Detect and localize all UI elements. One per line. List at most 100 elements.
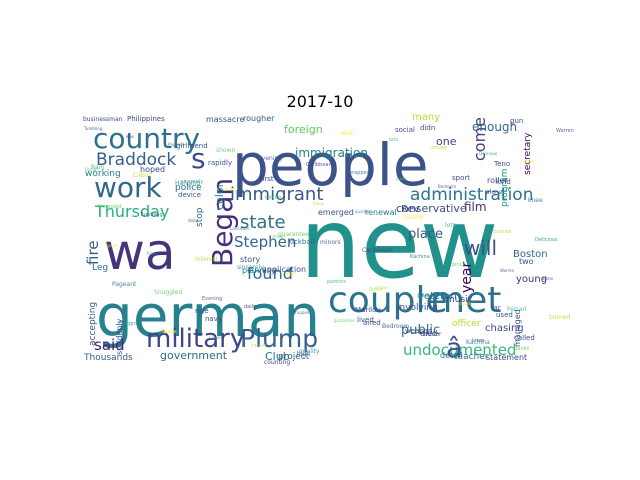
word-28: public	[401, 323, 440, 338]
word-72: social	[395, 126, 415, 134]
tiny-word: lots	[389, 137, 398, 143]
word-33: film	[464, 200, 487, 214]
tiny-word: Ferrari	[85, 167, 98, 172]
word-56: stop	[195, 207, 205, 227]
word-39: Boston	[513, 249, 548, 260]
word-62: application	[262, 265, 306, 274]
word-34: government	[160, 349, 228, 362]
word-25: year	[459, 262, 475, 293]
tiny-word: wrapped	[348, 170, 370, 176]
tiny-word: knee	[472, 338, 484, 344]
tiny-word: smoke	[431, 145, 447, 151]
word-11: Began	[206, 178, 239, 267]
word-46: music	[446, 295, 473, 305]
tiny-word: Ferrari	[507, 306, 527, 313]
tiny-word: quality	[355, 209, 369, 214]
word-42: one	[436, 135, 457, 148]
tiny-word: Delicious	[479, 151, 497, 156]
word-16: Thursday	[94, 202, 169, 221]
tiny-word: Hanging	[175, 180, 200, 187]
word-61: planning	[242, 266, 277, 275]
tiny-word: Spade	[105, 243, 118, 248]
word-44: Leg	[92, 263, 108, 273]
tiny-word: Circles	[265, 195, 282, 201]
word-31: enough	[472, 120, 517, 134]
word-89: weapon	[405, 327, 432, 335]
figure-title: 2017-10	[286, 92, 354, 111]
word-13: administration	[410, 185, 533, 205]
tiny-word: Warren	[556, 128, 574, 134]
tiny-word: Bedroom	[438, 184, 456, 189]
word-80: first	[260, 175, 274, 183]
tiny-word: guarantee	[334, 318, 355, 323]
tiny-word: Caribbean	[306, 162, 332, 168]
tiny-word: lots	[445, 222, 456, 229]
word-10: Plump	[240, 324, 318, 353]
word-65: detail	[440, 351, 462, 360]
word-83: navy	[205, 315, 222, 323]
tiny-word: Pageant	[112, 281, 137, 288]
tiny-word: burned	[549, 314, 570, 321]
tiny-word: Rain	[91, 164, 104, 171]
word-35: Club	[265, 350, 290, 363]
word-14: immigrant	[230, 184, 323, 205]
tiny-word: alone	[542, 276, 554, 281]
tiny-word: Snuggled	[98, 204, 122, 210]
word-5: couple	[328, 280, 448, 321]
word-12: s	[191, 142, 206, 175]
word-6: met	[430, 280, 501, 321]
tiny-word: minor	[424, 331, 442, 338]
tiny-word: unity	[223, 187, 236, 193]
word-37: program	[500, 169, 510, 207]
word-26: come	[470, 117, 489, 161]
tiny-word: parents	[327, 279, 346, 285]
tiny-word: Tumbling	[83, 126, 103, 131]
tiny-word: Circles	[209, 335, 222, 340]
word-22: will	[464, 236, 497, 260]
word-74: Philippines	[127, 115, 165, 123]
tiny-word: alone	[486, 189, 503, 196]
word-52: teacher	[454, 352, 489, 362]
tiny-word: shown	[272, 234, 285, 239]
word-40: veteran	[418, 291, 457, 302]
word-79: rapidly	[208, 159, 232, 167]
word-53: Thousands	[83, 353, 133, 363]
word-38: secretary	[523, 132, 533, 175]
tiny-word: pinch	[396, 176, 407, 181]
word-27: place	[408, 227, 443, 242]
word-68: managed	[513, 309, 522, 347]
word-48: chasing	[485, 323, 524, 334]
word-43: Rev	[401, 204, 420, 215]
tiny-word: wish	[285, 271, 296, 277]
tiny-word: quality	[299, 348, 320, 355]
word-17: state	[240, 212, 286, 233]
tiny-word: burned	[493, 229, 511, 235]
tiny-word: sincerely	[181, 179, 203, 185]
word-92: gun	[510, 117, 523, 125]
word-19: found	[247, 264, 293, 283]
word-30: foreign	[284, 123, 323, 136]
word-84: rule	[195, 307, 209, 315]
word-70: massacre	[206, 115, 244, 124]
tiny-word: Frozen	[521, 159, 535, 164]
tiny-word: sincerely	[237, 264, 264, 271]
tiny-word: Snuggled	[154, 289, 182, 296]
tiny-word: Bedroom	[382, 323, 409, 330]
word-18: Stephen	[234, 233, 296, 251]
tiny-word: smoke	[375, 285, 389, 290]
tiny-word: wrapped	[292, 310, 310, 315]
tiny-word: pinch	[452, 262, 466, 268]
tiny-word: Interest	[251, 343, 267, 348]
word-32: color	[213, 182, 226, 210]
tiny-word: Banks	[514, 346, 530, 352]
tiny-word: Rain	[147, 251, 156, 256]
tiny-word: Caribbean	[362, 247, 393, 254]
word-55: police	[175, 183, 202, 193]
word-4: german	[96, 282, 320, 350]
word-75: roller	[487, 176, 508, 185]
word-67: died	[420, 329, 437, 338]
word-3: people	[232, 131, 429, 199]
word-93: high	[297, 351, 310, 358]
word-1: new	[300, 188, 498, 300]
